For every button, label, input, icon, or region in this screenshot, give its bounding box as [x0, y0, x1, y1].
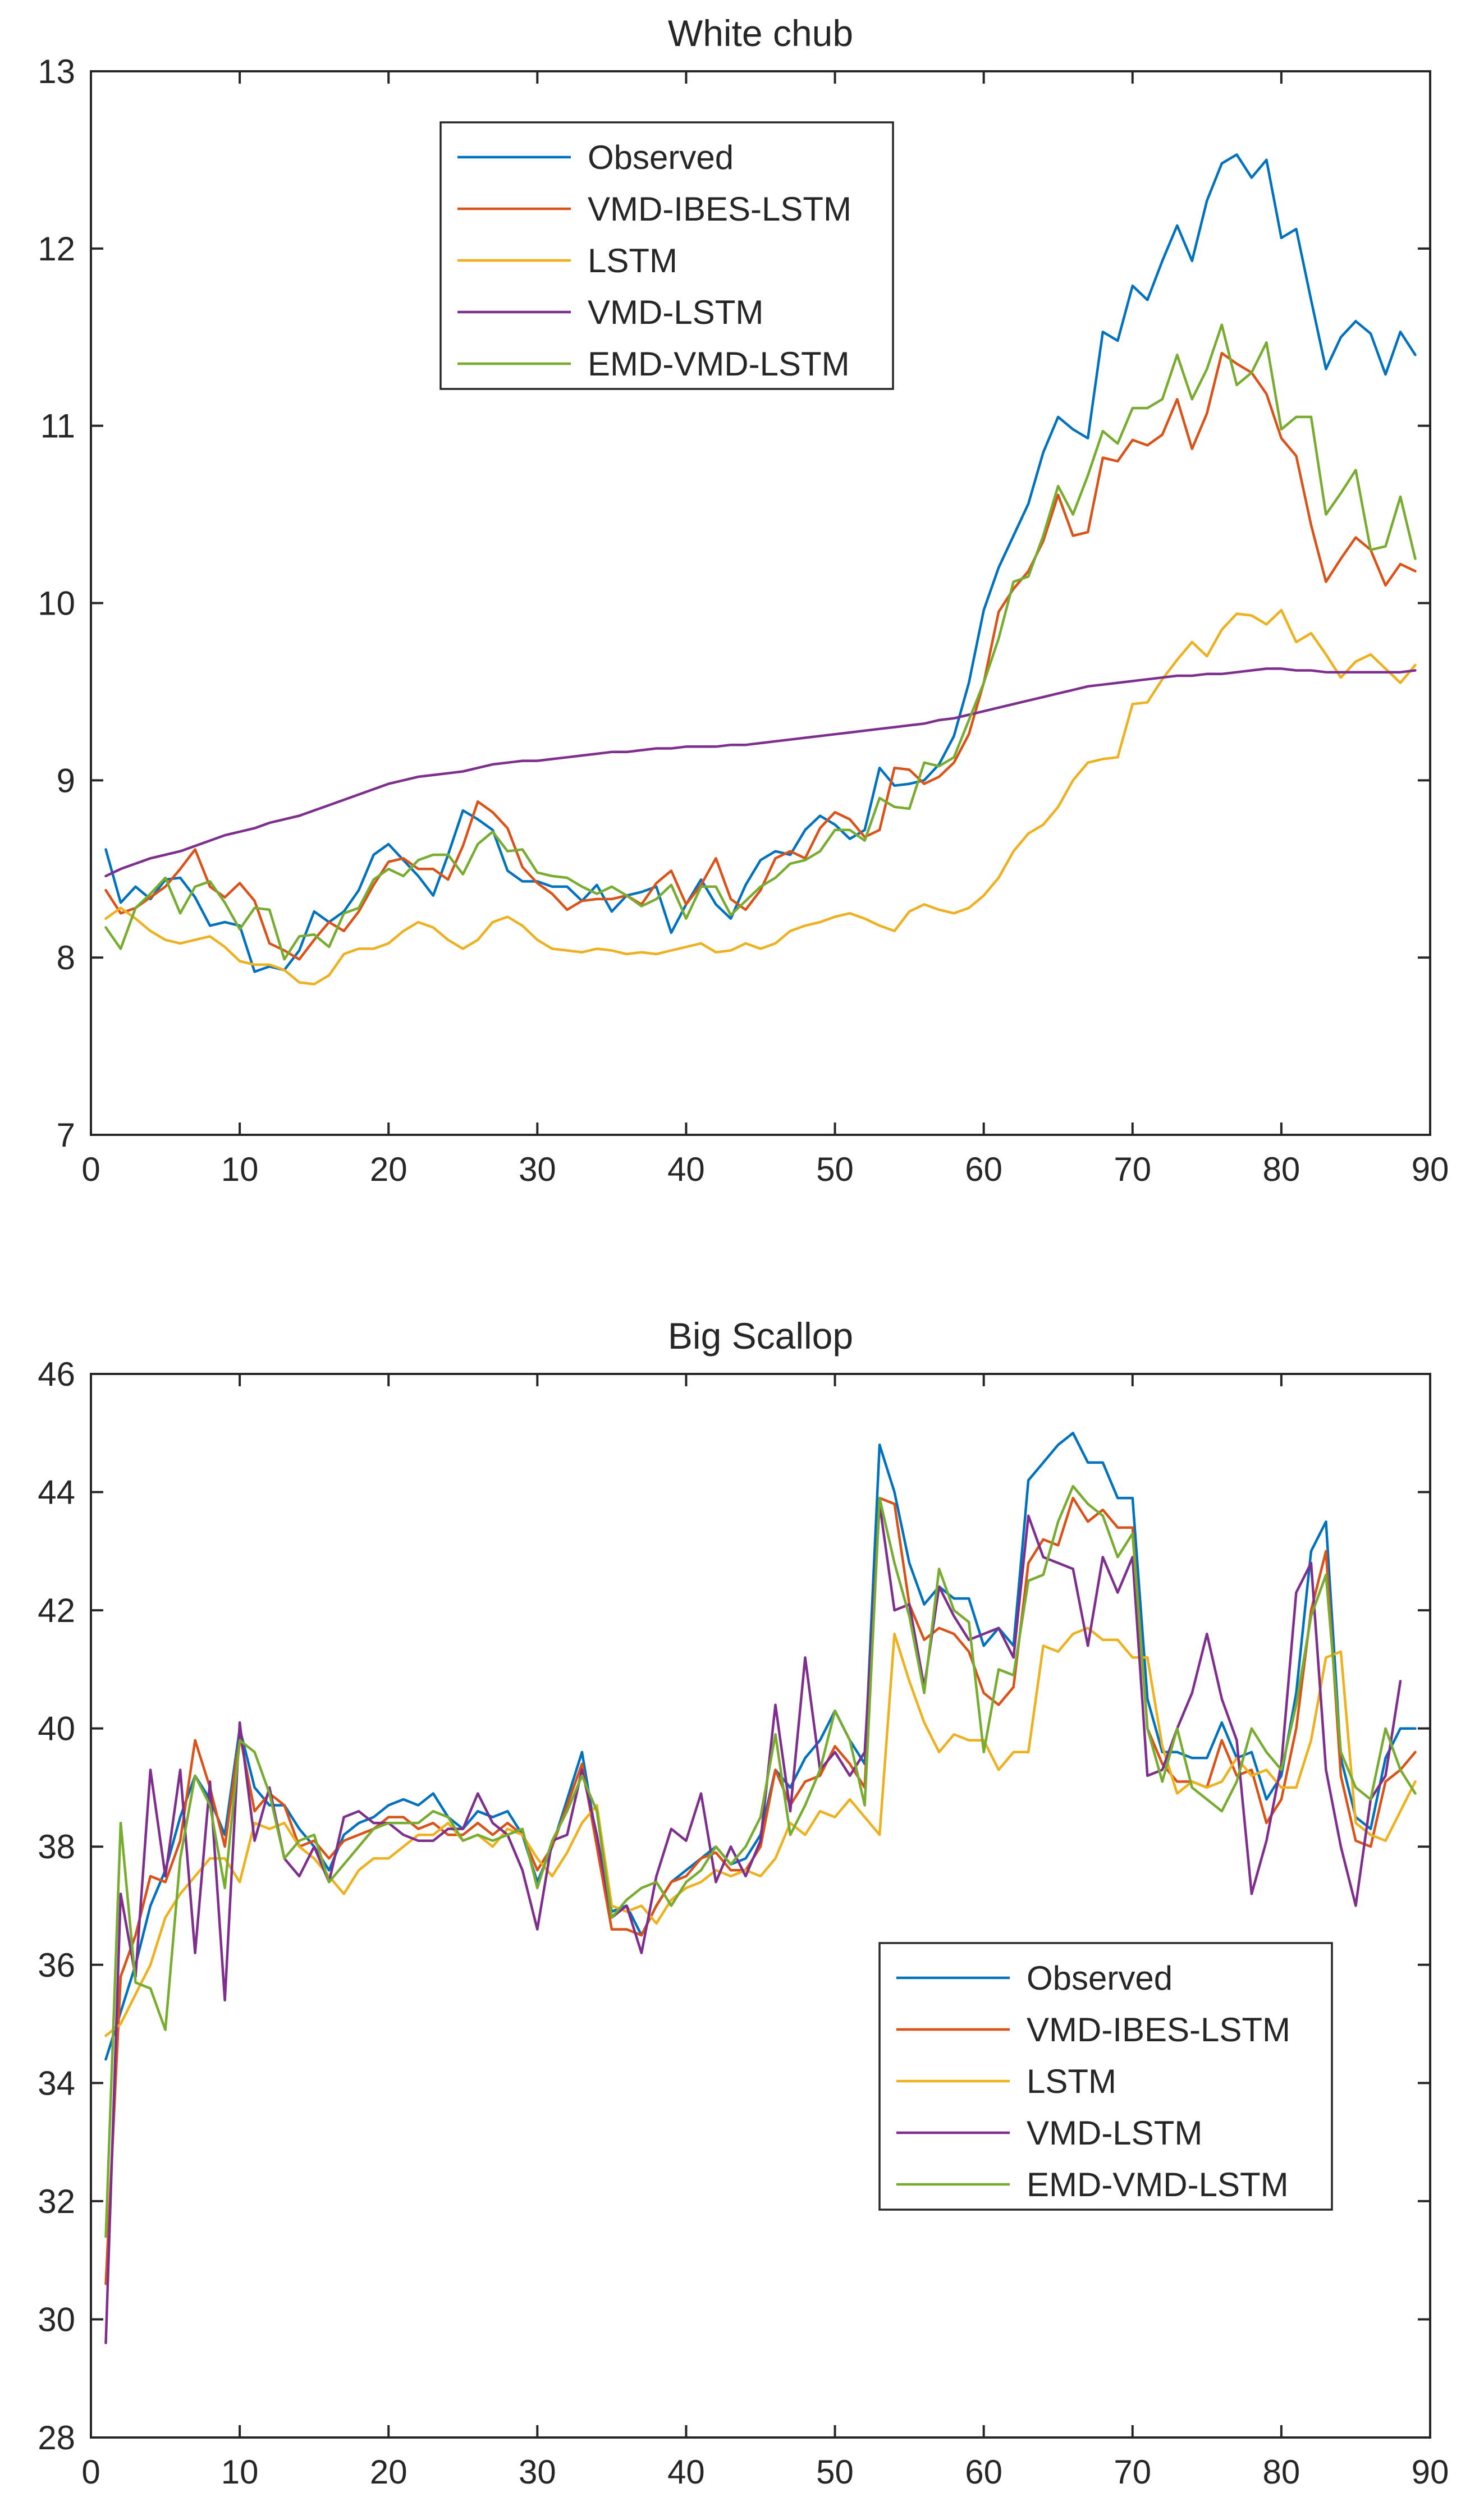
y-tick-label: 44: [38, 1474, 75, 1511]
x-tick-label: 90: [1412, 1151, 1449, 1188]
legend-label: EMD-VMD-LSTM: [1027, 2166, 1289, 2203]
x-tick-label: 30: [519, 1151, 556, 1188]
series-line-observed: [104, 153, 1417, 973]
legend-label: VMD-IBES-LSTM: [588, 190, 851, 228]
legend-label: LSTM: [588, 242, 677, 280]
chart-big-scallop: 0 10 20 30 40 50 60 70 80 90 28 30 32 34 36 38 40 42 44 46 B…: [38, 1315, 1449, 2491]
y-tick-label: 10: [38, 585, 75, 622]
chart-white-chub: 0 10 20 30 40 50 60 70 80 90 7 8 9 10 11 12 13 White chub…: [38, 12, 1449, 1188]
legend: Observed VMD-IBES-LSTM LSTM VMD-LSTM EMD-VMD…: [878, 1942, 1333, 2211]
y-tick-label: 7: [57, 1116, 75, 1154]
y-tick-label: 28: [38, 2419, 75, 2457]
x-tick-label: 80: [1263, 2453, 1300, 2491]
chart-title: Big Scallop: [668, 1315, 853, 1357]
x-tick-label: 50: [816, 1151, 854, 1188]
y-tick-label: 11: [40, 407, 75, 445]
y-tick-label: 42: [38, 1592, 75, 1629]
y-tick-label: 34: [38, 2064, 75, 2102]
x-tick-label: 20: [370, 1151, 407, 1188]
x-tick-label: 60: [965, 2453, 1002, 2491]
legend-label: LSTM: [1027, 2063, 1116, 2100]
y-tick-label: 38: [38, 1828, 75, 1866]
x-tick-label: 40: [667, 1151, 705, 1188]
series-line-vmd-lstm: [104, 667, 1417, 878]
y-tick-label: 40: [38, 1710, 75, 1748]
y-tick-label: 13: [38, 53, 75, 90]
x-tick-label: 30: [519, 2453, 556, 2491]
legend-label: Observed: [588, 139, 734, 176]
legend-label: VMD-LSTM: [1027, 2114, 1202, 2152]
series-line-emd-vmd-lstm: [104, 323, 1417, 961]
x-tick-label: 40: [667, 2453, 705, 2491]
y-tick-label: 12: [38, 230, 75, 268]
x-tick-label: 80: [1263, 1151, 1300, 1188]
x-tick-label: 50: [816, 2453, 854, 2491]
legend-box: [439, 121, 894, 390]
legend: Observed VMD-IBES-LSTM LSTM VMD-LSTM EMD-VMD…: [439, 121, 894, 390]
legend-label: VMD-IBES-LSTM: [1027, 2011, 1290, 2049]
legend-label: VMD-LSTM: [588, 294, 763, 331]
y-tick-label: 46: [38, 1355, 75, 1393]
legend-label: EMD-VMD-LSTM: [588, 345, 850, 383]
x-tick-label: 60: [965, 1151, 1002, 1188]
chart-title: White chub: [668, 12, 853, 54]
y-tick-label: 8: [57, 939, 75, 977]
y-tick-label: 30: [38, 2301, 75, 2338]
x-tick-label: 70: [1114, 1151, 1151, 1188]
x-tick-label: 10: [221, 2453, 259, 2491]
x-tick-label: 90: [1412, 2453, 1449, 2491]
series-line-emd-vmd-lstm: [104, 1484, 1417, 2238]
y-tick-label: 36: [38, 1946, 75, 1984]
series-line-vmd-lstm: [104, 1502, 1402, 2344]
axes-box: [90, 1373, 1431, 2439]
x-tick-label: 0: [81, 2453, 100, 2491]
x-tick-label: 70: [1114, 2453, 1151, 2491]
x-tick-label: 10: [221, 1151, 259, 1188]
legend-label: Observed: [1027, 1959, 1173, 1997]
x-tick-label: 0: [81, 1151, 100, 1188]
y-tick-label: 32: [38, 2183, 75, 2220]
series-line-vmd-ibes-lstm: [104, 351, 1417, 961]
series-line-lstm: [104, 608, 1417, 986]
x-tick-label: 20: [370, 2453, 407, 2491]
y-tick-label: 9: [57, 762, 75, 799]
legend-box: [878, 1942, 1333, 2211]
